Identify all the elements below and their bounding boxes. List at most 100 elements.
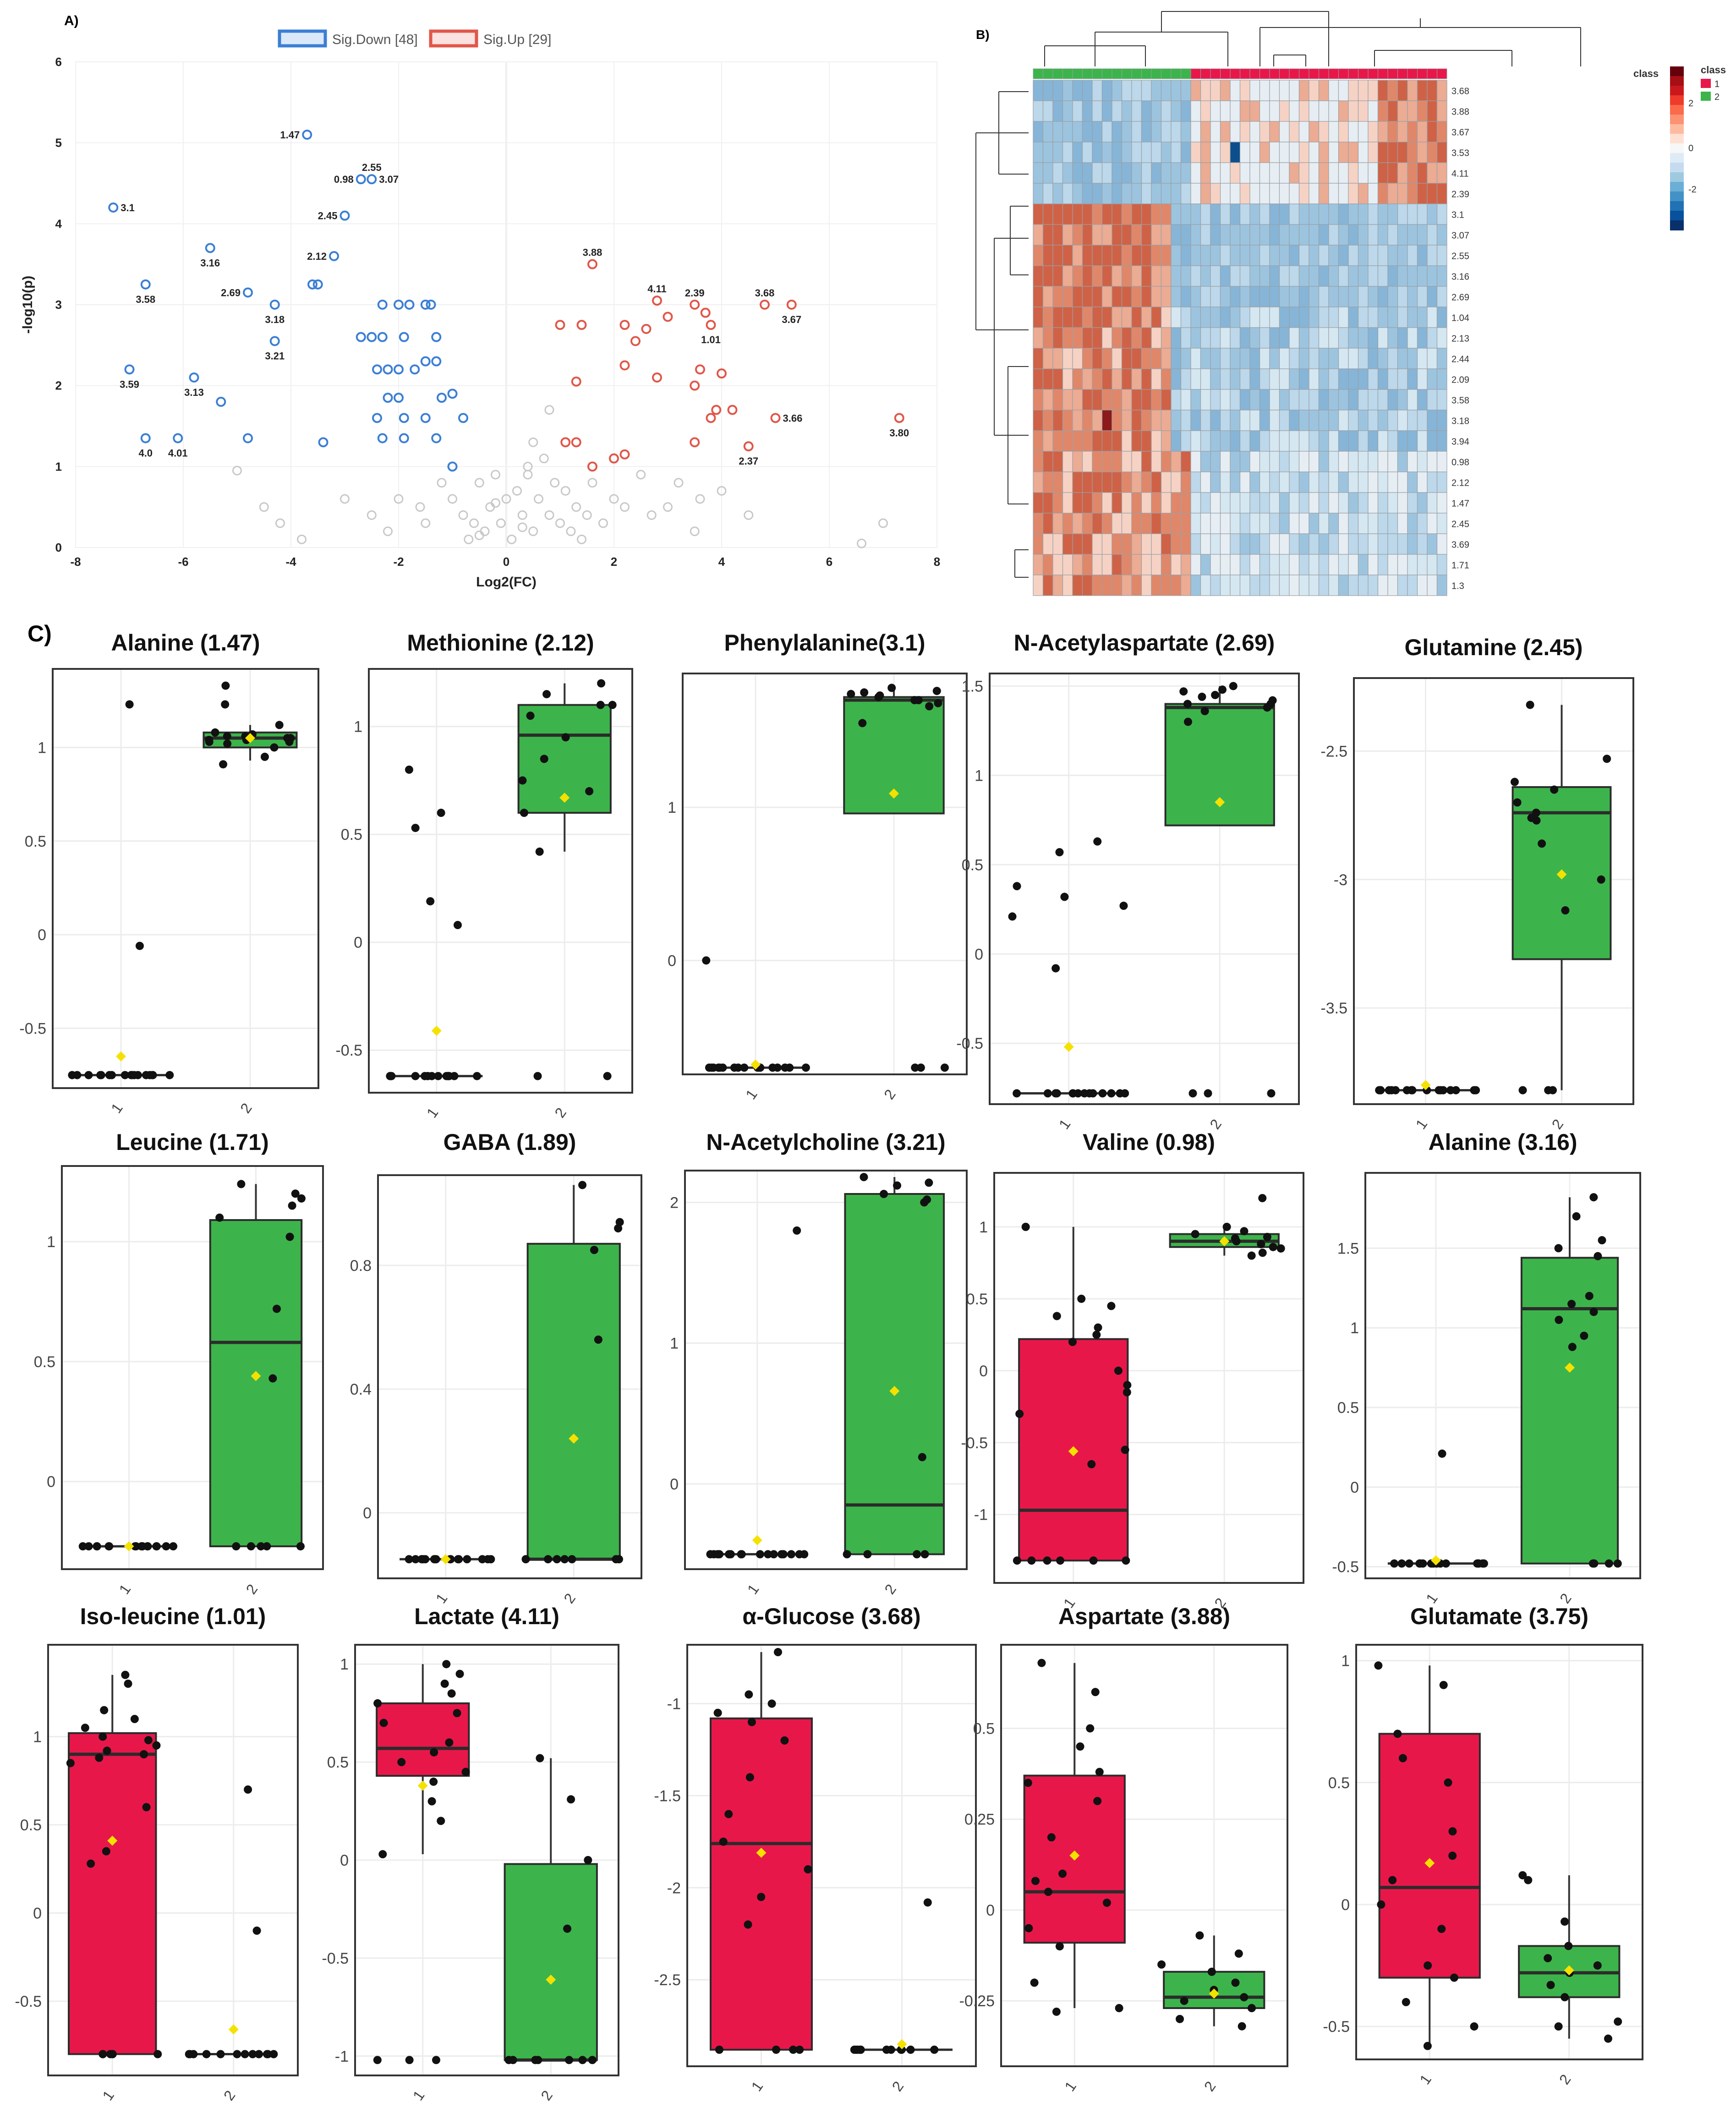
heatmap-cell [1082,121,1093,142]
boxplot-point [1604,2034,1612,2043]
heatmap-cell [1230,307,1241,328]
heatmap-cell [1190,100,1201,122]
heatmap-cell [1417,80,1428,101]
boxplot-y-tick-label: 0 [986,1902,995,1919]
heatmap-row-label: 3.67 [1451,128,1469,138]
heatmap-cell [1368,142,1379,163]
heatmap-cell [1387,327,1398,349]
boxplot-point [1207,1967,1216,1976]
heatmap-cell [1210,554,1221,575]
boxplot-title: N-Acetylcholine (3.21) [706,1129,945,1155]
heatmap-cell [1417,121,1428,142]
boxplot-panel: Alanine (1.47)-0.500.511 2 [19,630,319,1116]
boxplot-frame [1353,677,1634,1105]
heatmap-cell [1309,286,1320,307]
heatmap-cell [1427,348,1438,369]
boxplot-point [568,1555,576,1564]
boxplot-y-tick-label: 1 [975,767,983,784]
heatmap-cell [1200,492,1211,514]
boxplot-point [263,2050,271,2058]
heatmap-cell [1269,286,1280,307]
heatmap-cell [1279,451,1290,472]
heatmap-cell [1220,183,1231,204]
heatmap-cell [1072,327,1083,349]
heatmap-cell [1289,80,1300,101]
heatmap-cell [1230,121,1241,142]
heatmap-cell [1171,410,1182,431]
boxplot-y-tick-label: 0.5 [966,1291,988,1308]
heatmap-cell [1072,245,1083,266]
boxplot-point [509,2056,517,2064]
heatmap-cell [1200,286,1211,307]
heatmap-class-cell [1141,68,1152,79]
volcano-point-label: 2.69 [221,287,241,299]
boxplot-point [138,1542,147,1551]
heatmap-cell [1298,286,1309,307]
boxplot-point [1424,1961,1432,1970]
heatmap-cell [1298,100,1309,122]
heatmap-cell [1072,265,1083,287]
heatmap-cell [1230,451,1241,472]
heatmap-cell [1249,286,1260,307]
heatmap-row-label: 2.13 [1451,334,1469,344]
boxplot-point [1439,1681,1448,1689]
heatmap-cell [1151,142,1162,163]
boxplot-point [756,1550,764,1559]
heatmap-cell [1358,471,1369,493]
volcano-point-ns [469,518,479,528]
boxplot-point [1450,1973,1458,1982]
boxplot-point [241,2050,249,2058]
heatmap-cell [1279,162,1290,184]
heatmap-colorbar-segment [1670,192,1684,202]
heatmap-cell [1279,307,1290,328]
boxplot-point [1073,1089,1082,1098]
boxplot-point [1554,1244,1563,1253]
heatmap-cell [1190,80,1201,101]
heatmap-cell [1298,80,1309,101]
heatmap-cell [1033,142,1044,163]
heatmap-cell [1269,183,1280,204]
heatmap-cell [1230,554,1241,575]
boxplot-point [1376,1086,1385,1095]
boxplot-y-tick-label: -1 [974,1506,988,1524]
boxplot-x-tick-label: 1 [742,1086,761,1102]
volcano-point-ns [582,510,592,520]
boxplot-point [99,2050,107,2058]
volcano-point-label: 0.98 [334,174,354,185]
heatmap-cell [1072,80,1083,101]
heatmap-cell [1112,162,1123,184]
heatmap-cell [1358,224,1369,246]
volcano-point-ns [367,510,377,520]
boxplot-point [925,1178,933,1187]
heatmap-cell [1407,142,1418,163]
heatmap-class-cell [1043,68,1053,79]
heatmap-cell [1397,368,1408,390]
heatmap-cell [1230,348,1241,369]
boxplot-point [1258,1194,1267,1203]
heatmap-cell [1298,492,1309,514]
boxplot-point [918,1453,926,1462]
boxplot-point [940,1063,949,1072]
boxplot-y-tick-label: 0 [670,1476,679,1493]
heatmap-cell [1436,80,1447,101]
heatmap-row-label: 3.68 [1451,87,1469,97]
heatmap-cell [1368,368,1379,390]
heatmap-cell [1417,327,1428,349]
volcano-point-down [318,437,329,448]
heatmap-cell [1210,286,1221,307]
heatmap-cell [1298,533,1309,555]
heatmap-cell [1230,533,1241,555]
heatmap-cell [1249,307,1260,328]
volcano-point-down [420,356,431,367]
heatmap-cell [1279,142,1290,163]
boxplot-point [1052,1312,1061,1320]
volcano-point-up [571,437,581,448]
boxplot-point [1247,1251,1256,1260]
heatmap-cell [1387,162,1398,184]
heatmap-cell [1427,183,1438,204]
heatmap-cell [1249,80,1260,101]
heatmap-cell [1072,203,1083,225]
boxplot-point [906,2045,915,2054]
heatmap-cell [1171,471,1182,493]
boxplot-point [1055,1942,1064,1951]
